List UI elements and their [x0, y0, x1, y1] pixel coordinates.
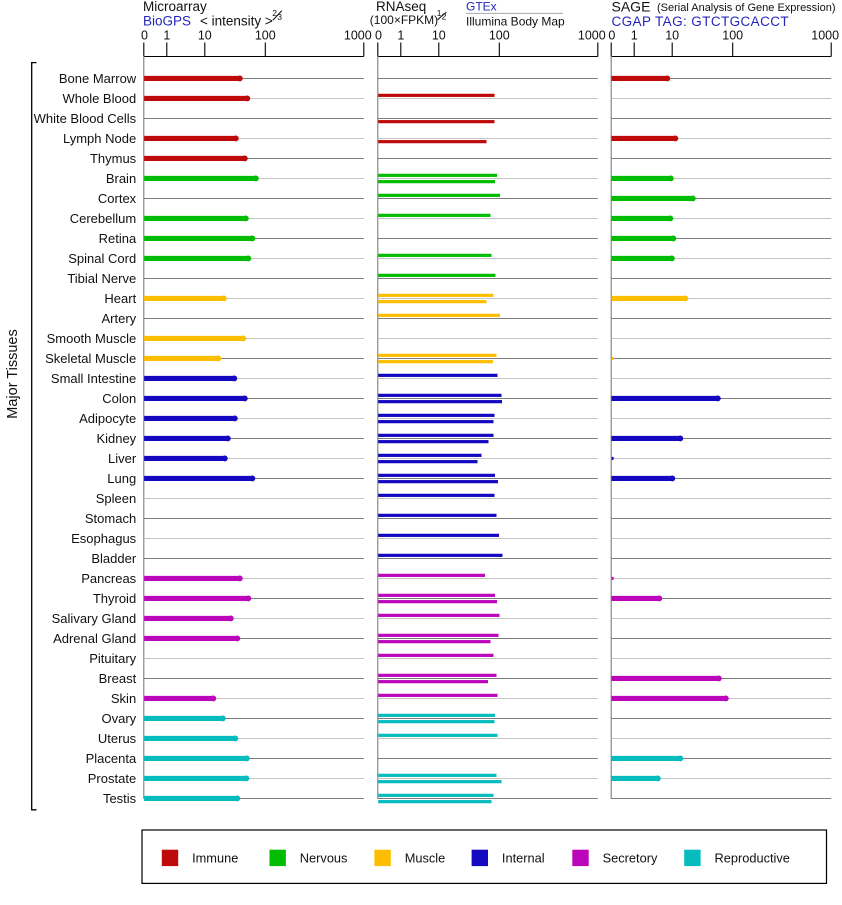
svg-text:Internal: Internal — [502, 850, 545, 865]
svg-text:1000: 1000 — [344, 29, 372, 43]
svg-text:2: 2 — [272, 8, 277, 18]
svg-text:Bone Marrow: Bone Marrow — [59, 71, 137, 86]
svg-text:Pancreas: Pancreas — [81, 571, 136, 586]
svg-text:SAGE: SAGE — [612, 0, 651, 15]
svg-text:BioGPS: BioGPS — [143, 14, 191, 29]
svg-text:10: 10 — [432, 29, 446, 43]
svg-text:100: 100 — [722, 29, 743, 43]
svg-text:1000: 1000 — [811, 29, 839, 43]
svg-text:1: 1 — [631, 29, 638, 43]
svg-text:Colon: Colon — [102, 391, 136, 406]
svg-text:Skeletal Muscle: Skeletal Muscle — [45, 351, 136, 366]
svg-text:< intensity >: < intensity > — [200, 14, 273, 29]
svg-text:Stomach: Stomach — [85, 511, 136, 526]
svg-text:Breast: Breast — [99, 671, 137, 686]
svg-text:CGAP TAG: GTCTGCACCT: CGAP TAG: GTCTGCACCT — [612, 14, 790, 29]
svg-text:Cerebellum: Cerebellum — [70, 211, 136, 226]
svg-text:Artery: Artery — [102, 311, 137, 326]
svg-text:Esophagus: Esophagus — [71, 531, 137, 546]
svg-text:1: 1 — [397, 29, 404, 43]
svg-text:0: 0 — [608, 29, 615, 43]
svg-text:(100×FPKM): (100×FPKM) — [370, 13, 438, 27]
svg-text:Illumina Body Map: Illumina Body Map — [466, 14, 565, 28]
svg-text:Thyroid: Thyroid — [93, 591, 136, 606]
svg-text:Spinal Cord: Spinal Cord — [68, 251, 136, 266]
svg-text:Retina: Retina — [99, 231, 137, 246]
svg-text:Microarray: Microarray — [143, 0, 207, 14]
svg-text:White Blood Cells: White Blood Cells — [34, 111, 137, 126]
svg-text:2: 2 — [442, 12, 447, 22]
svg-text:Liver: Liver — [108, 451, 137, 466]
svg-text:1: 1 — [437, 8, 442, 18]
svg-text:100: 100 — [255, 29, 276, 43]
svg-text:Pituitary: Pituitary — [89, 651, 136, 666]
svg-text:1000: 1000 — [578, 29, 606, 43]
svg-text:Whole Blood: Whole Blood — [62, 91, 136, 106]
svg-text:Placenta: Placenta — [86, 751, 137, 766]
svg-text:10: 10 — [198, 29, 212, 43]
svg-text:Kidney: Kidney — [96, 431, 136, 446]
svg-text:Nervous: Nervous — [300, 850, 348, 865]
svg-text:Salivary Gland: Salivary Gland — [52, 611, 137, 626]
svg-text:Adrenal Gland: Adrenal Gland — [53, 631, 136, 646]
svg-text:Brain: Brain — [106, 171, 136, 186]
svg-text:Spleen: Spleen — [96, 491, 136, 506]
svg-text:Uterus: Uterus — [98, 731, 137, 746]
svg-text:Prostate: Prostate — [88, 771, 136, 786]
svg-text:Cortex: Cortex — [98, 191, 137, 206]
svg-text:Heart: Heart — [104, 291, 136, 306]
svg-text:Thymus: Thymus — [90, 151, 137, 166]
svg-text:Major Tissues: Major Tissues — [5, 329, 21, 418]
svg-text:Bladder: Bladder — [91, 551, 136, 566]
svg-text:GTEx: GTEx — [466, 0, 497, 14]
svg-text:10: 10 — [665, 29, 679, 43]
svg-text:Small Intestine: Small Intestine — [51, 371, 136, 386]
svg-text:0: 0 — [141, 29, 148, 43]
svg-text:Muscle: Muscle — [405, 850, 446, 865]
svg-text:Tibial Nerve: Tibial Nerve — [67, 271, 136, 286]
svg-text:1: 1 — [163, 29, 170, 43]
svg-text:Smooth Muscle: Smooth Muscle — [47, 331, 137, 346]
svg-text:Adipocyte: Adipocyte — [79, 411, 136, 426]
svg-text:Secretory: Secretory — [603, 850, 658, 865]
svg-text:Lymph Node: Lymph Node — [63, 131, 136, 146]
svg-text:Skin: Skin — [111, 691, 136, 706]
svg-text:100: 100 — [489, 29, 510, 43]
svg-text:Immune: Immune — [192, 850, 238, 865]
svg-text:(Serial Analysis of Gene Expre: (Serial Analysis of Gene Expression) — [657, 2, 836, 14]
svg-text:3: 3 — [277, 12, 282, 22]
svg-text:Ovary: Ovary — [102, 711, 137, 726]
svg-text:RNAseq: RNAseq — [376, 0, 426, 14]
svg-text:Lung: Lung — [107, 471, 136, 486]
svg-text:Reproductive: Reproductive — [715, 850, 790, 865]
svg-text:Testis: Testis — [103, 791, 137, 806]
svg-text:0: 0 — [375, 29, 382, 43]
